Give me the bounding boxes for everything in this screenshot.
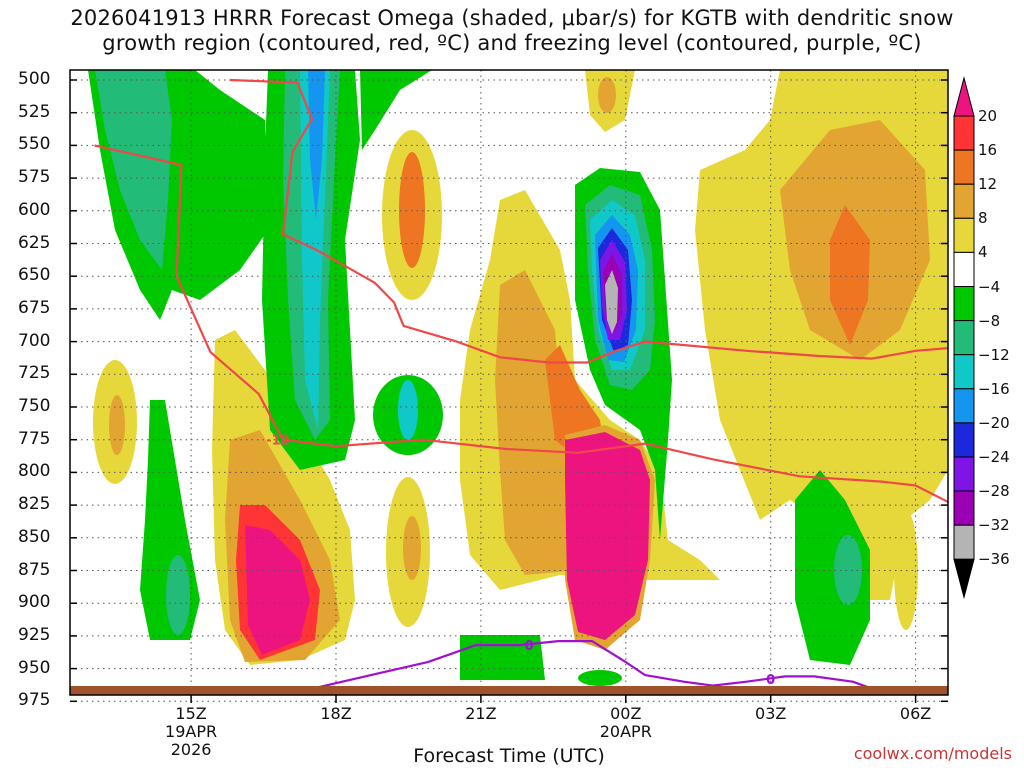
rising-region-04z — [795, 470, 870, 665]
rising-core-18z-blue — [308, 70, 325, 220]
ytick-label: 725 — [18, 363, 51, 384]
colorbar-label: −12 — [978, 345, 1010, 364]
sinking-core-05z-inner — [830, 205, 870, 345]
colorbar-label: −24 — [978, 448, 1010, 466]
contour-label-2: 0 — [525, 639, 534, 654]
omega-shading — [88, 70, 948, 686]
sinking-core-740mb — [109, 395, 125, 455]
rising-core-04z — [834, 535, 862, 605]
colorbar-swatch — [953, 456, 975, 492]
rising-core-15z-low — [166, 555, 190, 635]
colorbar-swatch — [953, 149, 975, 185]
colorbar-label: −32 — [978, 516, 1010, 535]
colorbar-swatch — [953, 558, 975, 600]
xtick-label: 00Z — [610, 704, 642, 723]
ytick-label: 950 — [18, 657, 51, 678]
plot-frame — [69, 69, 949, 696]
xtick-label: 06Z — [899, 704, 932, 723]
xtick-label: 18Z — [320, 704, 352, 723]
colorbar-label: 4 — [978, 243, 988, 262]
contour-2 — [286, 639, 888, 693]
ytick-label: 525 — [18, 101, 51, 122]
colorbar-swatch — [953, 76, 975, 117]
ytick-label: 800 — [18, 461, 51, 482]
ytick-label: 775 — [18, 428, 51, 449]
colorbar — [953, 76, 975, 600]
colorbar-swatch — [953, 217, 975, 253]
ytick-label: 925 — [18, 624, 51, 645]
rising-region-18z-top — [360, 70, 432, 150]
colorbar-label: −28 — [978, 482, 1010, 501]
sinking-cap-00z-core — [598, 77, 616, 113]
colorbar-label: −8 — [978, 311, 1001, 330]
colorbar-label: −36 — [978, 550, 1010, 569]
ytick-label: 550 — [18, 134, 51, 155]
ytick-label: 600 — [18, 199, 51, 220]
ytick-label: 625 — [18, 232, 51, 253]
ytick-label: 850 — [18, 526, 51, 547]
rising-region-2330z — [460, 635, 545, 680]
xtick-label: 03Z — [755, 704, 787, 723]
colorbar-swatch — [953, 251, 975, 287]
contour-1 — [229, 78, 948, 364]
ytick-label: 975 — [18, 690, 51, 711]
colorbar-swatch — [953, 388, 975, 424]
dotted-grid — [70, 70, 948, 702]
colorbar-label: −20 — [978, 413, 1010, 432]
colorbar-swatch — [953, 286, 975, 322]
contour-label-0c-2: 0 — [766, 673, 775, 688]
xtick-label: 15Z — [175, 704, 207, 723]
rising-core-715mb — [398, 380, 418, 440]
rising-core-nw — [95, 70, 172, 270]
colorbar-label: −4 — [978, 277, 1001, 296]
temperature-contours: -12 0 0 — [94, 78, 948, 693]
ytick-label: 875 — [18, 559, 51, 580]
sinking-max-00z — [565, 432, 650, 640]
colorbar-swatch — [953, 183, 975, 219]
x-tick-marks — [190, 695, 917, 703]
colorbar-swatch — [953, 524, 975, 560]
sinking-core-850mb — [403, 516, 421, 580]
ytick-label: 700 — [18, 330, 51, 351]
ground-strip — [70, 686, 948, 695]
ytick-label: 900 — [18, 592, 51, 613]
colorbar-label: 12 — [978, 175, 998, 194]
credit-text: coolwx.com/models — [853, 744, 1012, 763]
chart-title-line-2: growth region (contoured, red, ºC) and f… — [102, 31, 922, 55]
colorbar-label: −16 — [978, 379, 1010, 398]
colorbar-swatch — [953, 115, 975, 151]
colorbar-swatch — [953, 422, 975, 458]
colorbar-swatch — [953, 490, 975, 526]
ytick-label: 675 — [18, 297, 51, 318]
colorbar-label: 8 — [978, 209, 988, 228]
colorbar-label: 20 — [978, 107, 998, 125]
ytick-label: 825 — [18, 494, 51, 515]
ytick-label: 575 — [18, 167, 51, 188]
contour-label-0: -12 — [266, 434, 290, 449]
colorbar-swatch — [953, 320, 975, 356]
xtick-label: 19APR — [165, 722, 218, 741]
ytick-label: 650 — [18, 265, 51, 286]
rising-lobe-00z-sfc — [578, 670, 622, 686]
ytick-label: 750 — [18, 396, 51, 416]
xtick-label: 2026 — [170, 740, 212, 759]
xtick-label: 21Z — [465, 704, 497, 723]
x-axis-title: Forecast Time (UTC) — [413, 745, 605, 767]
colorbar-label: 16 — [978, 141, 998, 160]
colorbar-swatch — [953, 354, 975, 390]
chart-title-line-1: 2026041913 HRRR Forecast Omega (shaded, … — [70, 6, 954, 30]
xtick-label: 20APR — [599, 722, 652, 741]
contour-0 — [94, 144, 948, 504]
sinking-max-17z — [245, 525, 310, 655]
y-tick-marks — [70, 79, 948, 703]
ytick-label: 500 — [18, 69, 51, 89]
rising-max-00z — [605, 270, 618, 334]
sinking-core-620mb — [399, 152, 425, 268]
